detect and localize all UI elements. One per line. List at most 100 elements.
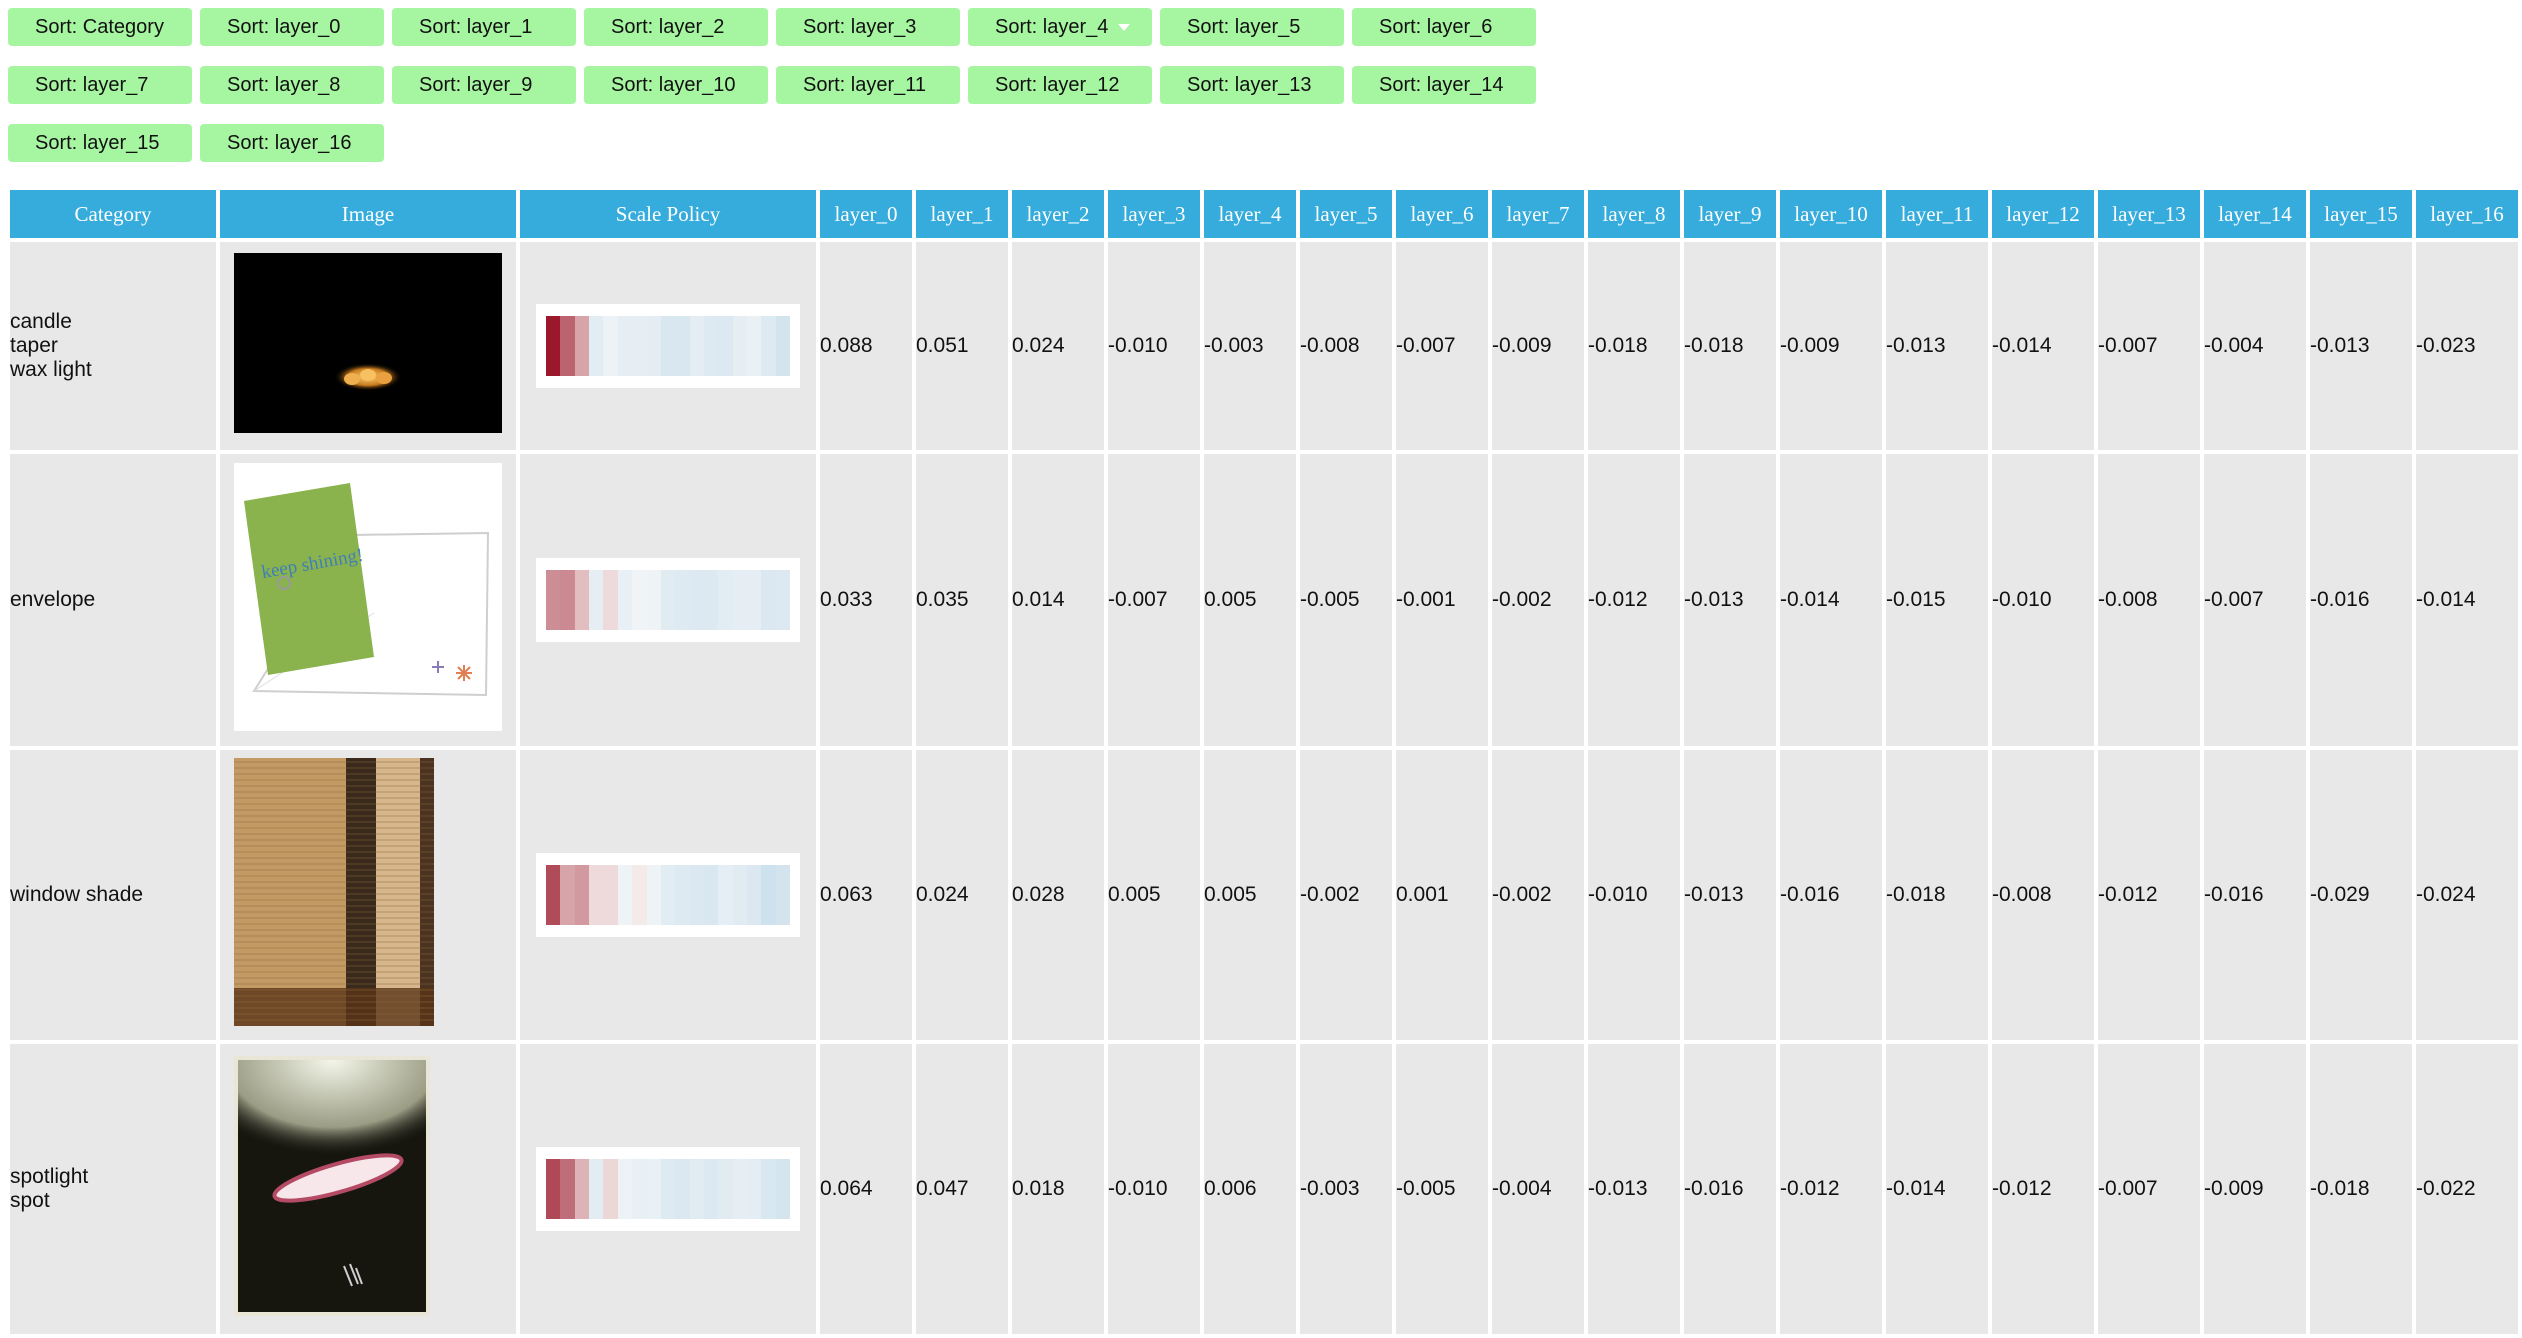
value-cell-layer-5: -0.003 <box>1300 1044 1392 1334</box>
sort-button-layer-5[interactable]: Sort: layer_5 <box>1160 8 1344 46</box>
value-cell-layer-3: -0.010 <box>1108 1044 1200 1334</box>
heatmap-cell <box>560 570 575 630</box>
sort-button-label: Sort: layer_13 <box>1187 74 1312 96</box>
value-cell-layer-10: -0.016 <box>1780 750 1882 1040</box>
heatmap-cell <box>675 865 690 925</box>
sort-button-layer-4[interactable]: Sort: layer_4 <box>968 8 1152 46</box>
sort-button-label: Sort: layer_6 <box>1379 16 1493 38</box>
sort-button-layer-7[interactable]: Sort: layer_7 <box>8 66 192 104</box>
value-cell-layer-0: 0.063 <box>820 750 912 1040</box>
scale-policy-heatmap <box>536 558 800 642</box>
heatmap-cell <box>646 1159 661 1219</box>
heatmap-cell <box>546 316 561 376</box>
candle-image <box>234 253 502 433</box>
value-cell-layer-9: -0.013 <box>1684 750 1776 1040</box>
heatmap-cell <box>546 865 561 925</box>
heatmap-cell <box>617 316 633 376</box>
sort-button-layer-2[interactable]: Sort: layer_2 <box>584 8 768 46</box>
value-cell-layer-12: -0.014 <box>1992 242 2094 450</box>
value-cell-layer-15: -0.016 <box>2310 454 2412 746</box>
sort-button-label: Sort: layer_3 <box>803 16 917 38</box>
value-cell-layer-8: -0.013 <box>1588 1044 1680 1334</box>
heatmap-cell <box>732 570 748 630</box>
heatmap-cell <box>718 865 733 925</box>
value-cell-layer-12: -0.008 <box>1992 750 2094 1040</box>
sort-button-layer-15[interactable]: Sort: layer_15 <box>8 124 192 162</box>
heatmap-cell <box>703 316 719 376</box>
sort-button-layer-14[interactable]: Sort: layer_14 <box>1352 66 1536 104</box>
heatmap-cell <box>747 1159 762 1219</box>
value-cell-layer-8: -0.012 <box>1588 454 1680 746</box>
heatmap-cell <box>703 1159 719 1219</box>
heatmap-cell <box>747 316 762 376</box>
heatmap-cell <box>574 865 590 925</box>
value-cell-layer-12: -0.010 <box>1992 454 2094 746</box>
heatmap-cell <box>646 865 661 925</box>
value-cell-layer-5: -0.008 <box>1300 242 1392 450</box>
column-header-layer-12: layer_12 <box>1992 190 2094 238</box>
scale-policy-heatmap <box>536 1147 800 1231</box>
value-cell-layer-14: -0.007 <box>2204 454 2306 746</box>
sort-button-label: Sort: layer_16 <box>227 132 352 154</box>
sort-button-label: Sort: layer_9 <box>419 74 533 96</box>
heatmap-cell <box>660 570 676 630</box>
value-cell-layer-4: 0.006 <box>1204 1044 1296 1334</box>
sort-button-layer-6[interactable]: Sort: layer_6 <box>1352 8 1536 46</box>
heatmap-cell <box>761 1159 776 1219</box>
sort-button-layer-8[interactable]: Sort: layer_8 <box>200 66 384 104</box>
sort-button-layer-10[interactable]: Sort: layer_10 <box>584 66 768 104</box>
sort-button-label: Sort: layer_8 <box>227 74 341 96</box>
value-cell-layer-2: 0.018 <box>1012 1044 1104 1334</box>
category-cell: envelope <box>10 454 216 746</box>
category-label: envelope <box>10 588 96 611</box>
heatmap-cell <box>703 865 719 925</box>
heatmap-cell <box>589 570 604 630</box>
sort-button-layer-3[interactable]: Sort: layer_3 <box>776 8 960 46</box>
column-header-scale-policy: Scale Policy <box>520 190 816 238</box>
column-header-layer-11: layer_11 <box>1886 190 1988 238</box>
value-cell-layer-16: -0.014 <box>2416 454 2518 746</box>
sort-button-layer-11[interactable]: Sort: layer_11 <box>776 66 960 104</box>
sort-button-label: Sort: layer_0 <box>227 16 341 38</box>
heatmap-cell <box>589 865 604 925</box>
heatmap-cell <box>589 316 604 376</box>
heatmap-cell <box>617 1159 633 1219</box>
value-cell-layer-1: 0.047 <box>916 1044 1008 1334</box>
value-cell-layer-10: -0.009 <box>1780 242 1882 450</box>
heatmap-cell <box>589 1159 604 1219</box>
value-cell-layer-6: 0.001 <box>1396 750 1488 1040</box>
sort-button-label: Sort: Category <box>35 16 164 38</box>
heatmap-cell <box>761 316 776 376</box>
sort-direction-caret-icon <box>1118 24 1131 32</box>
sort-button-label: Sort: layer_4 <box>995 16 1109 38</box>
value-cell-layer-9: -0.018 <box>1684 242 1776 450</box>
column-header-layer-8: layer_8 <box>1588 190 1680 238</box>
sort-button-label: Sort: layer_2 <box>611 16 725 38</box>
value-cell-layer-2: 0.024 <box>1012 242 1104 450</box>
heatmap-cell <box>646 570 661 630</box>
heatmap-cell <box>560 865 575 925</box>
value-cell-layer-14: -0.009 <box>2204 1044 2306 1334</box>
value-cell-layer-9: -0.016 <box>1684 1044 1776 1334</box>
value-cell-layer-4: -0.003 <box>1204 242 1296 450</box>
sort-button-label: Sort: layer_14 <box>1379 74 1504 96</box>
sort-button-layer-16[interactable]: Sort: layer_16 <box>200 124 384 162</box>
table-row: envelope keep shining! 0.033 0.035 0.014 -0… <box>10 454 2518 746</box>
heatmap-cell <box>617 865 633 925</box>
sort-button-layer-9[interactable]: Sort: layer_9 <box>392 66 576 104</box>
sort-button-layer-1[interactable]: Sort: layer_1 <box>392 8 576 46</box>
category-label: window shade <box>10 883 144 906</box>
value-cell-layer-11: -0.013 <box>1886 242 1988 450</box>
value-cell-layer-13: -0.008 <box>2098 454 2200 746</box>
spotlight-image <box>234 1056 430 1316</box>
sort-button-layer-0[interactable]: Sort: layer_0 <box>200 8 384 46</box>
sort-button-layer-13[interactable]: Sort: layer_13 <box>1160 66 1344 104</box>
heatmap-cell <box>732 865 748 925</box>
scale-policy-heatmap <box>536 304 800 388</box>
sort-button-category[interactable]: Sort: Category <box>8 8 192 46</box>
value-cell-layer-1: 0.035 <box>916 454 1008 746</box>
sort-button-layer-12[interactable]: Sort: layer_12 <box>968 66 1152 104</box>
column-header-layer-15: layer_15 <box>2310 190 2412 238</box>
heatmap-cell <box>632 1159 647 1219</box>
value-cell-layer-2: 0.014 <box>1012 454 1104 746</box>
